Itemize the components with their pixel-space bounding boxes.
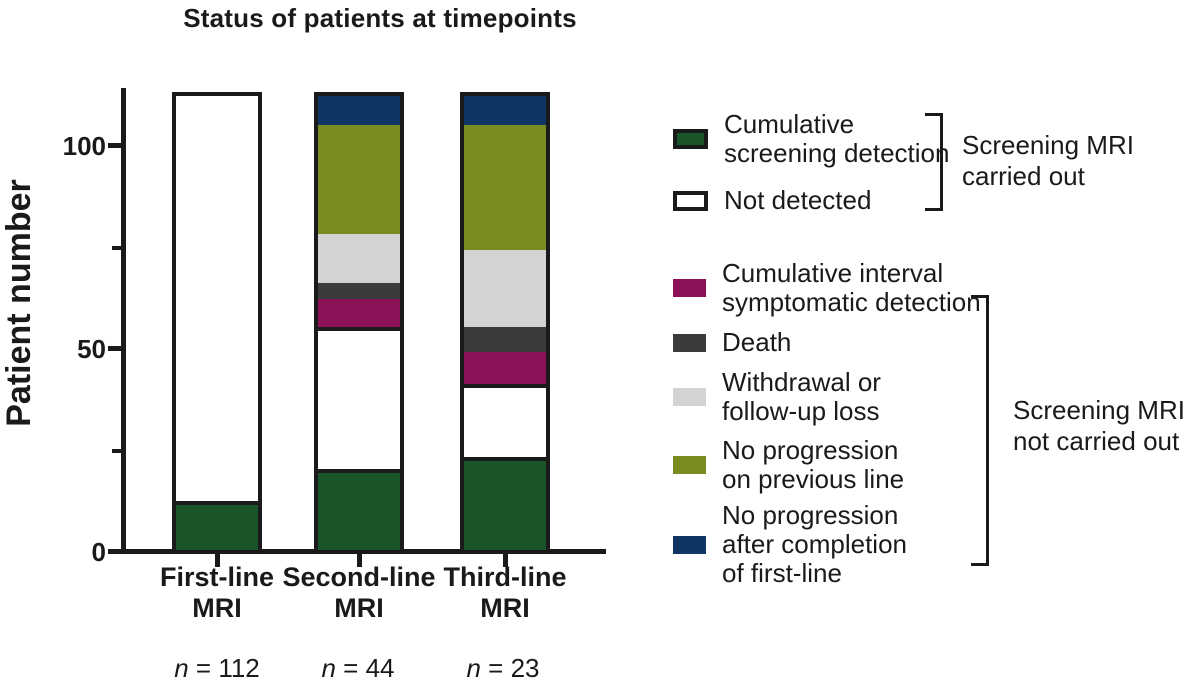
bracket-carried-out — [925, 113, 943, 211]
legend-item-no-progression-previous-line: No progression on previous line — [673, 436, 904, 494]
n-symbol: n — [466, 653, 481, 683]
y-tick-label-100: 100 — [62, 131, 106, 161]
legend-label: Withdrawal or follow-up loss — [722, 367, 881, 426]
y-tick-50 — [108, 346, 121, 351]
legend-label: No progression after completion of first… — [722, 500, 907, 588]
bar-segment — [464, 351, 546, 384]
x-tick-second — [357, 554, 362, 567]
y-minor-tick-25 — [112, 449, 121, 453]
bar-segment — [176, 96, 258, 506]
bar-segment — [318, 298, 400, 328]
bracket-label-carried-out: Screening MRI carried out — [962, 130, 1134, 191]
bar-segment — [176, 505, 258, 550]
x-tick-first — [215, 554, 220, 567]
n-label-third-line: n = 23 — [428, 653, 578, 684]
legend-label: Death — [722, 327, 792, 357]
bar-segment — [318, 124, 400, 235]
legend-label: No progression on previous line — [722, 435, 905, 494]
bar-segment — [318, 327, 400, 474]
bracket-not-carried-out — [971, 295, 989, 566]
bar-segment — [318, 473, 400, 550]
magenta-swatch — [673, 279, 706, 297]
y-axis-line — [121, 88, 126, 554]
stacked-bar-third-line — [460, 92, 550, 554]
n-value: = 112 — [188, 653, 260, 683]
stacked-bar-second-line — [314, 92, 404, 554]
legend-label: Cumulative screening detection — [724, 109, 950, 168]
x-label-first-line: First-line MRI — [159, 562, 274, 623]
dark-gray-swatch — [673, 333, 706, 352]
legend-item-not-detected: Not detected — [673, 186, 871, 215]
bracket-label-not-carried-out: Screening MRI not carried out — [1013, 395, 1185, 456]
y-tick-label-50: 50 — [77, 334, 106, 364]
n-label-second-line: n = 44 — [283, 653, 433, 684]
white-swatch — [673, 190, 708, 211]
light-gray-swatch — [673, 388, 706, 406]
bar-segment — [318, 96, 400, 125]
legend-item-withdrawal: Withdrawal or follow-up loss — [673, 368, 881, 426]
legend-label: Cumulative interval symptomatic detectio… — [722, 258, 981, 317]
x-label-third-line: Third-line MRI — [443, 562, 567, 623]
navy-swatch — [673, 535, 706, 554]
chart-title: Status of patients at timepoints — [183, 3, 577, 33]
legend-item-death: Death — [673, 328, 791, 357]
legend-item-no-progression-first-line: No progression after completion of first… — [673, 501, 907, 588]
y-minor-tick-75 — [112, 246, 121, 250]
y-axis-label: Patient number — [0, 179, 38, 427]
y-tick-0 — [108, 549, 121, 554]
bar-segment — [464, 124, 546, 251]
bar-segment — [464, 460, 546, 550]
legend-label: Not detected — [724, 185, 872, 215]
bar-segment — [464, 96, 546, 125]
bar-segment — [318, 282, 400, 299]
legend-item-interval-symptomatic-detection: Cumulative interval symptomatic detectio… — [673, 259, 981, 317]
bar-segment — [318, 234, 400, 283]
olive-swatch — [673, 456, 706, 474]
n-value: = 23 — [480, 653, 540, 683]
stacked-bar-first-line — [172, 92, 262, 554]
n-value: = 44 — [335, 653, 395, 683]
x-tick-third — [503, 554, 508, 567]
x-label-second-line: Second-line MRI — [282, 562, 436, 623]
bar-segment — [464, 327, 546, 352]
legend-item-cumulative-screening-detection: Cumulative screening detection — [673, 110, 949, 168]
bar-segment — [464, 250, 546, 328]
n-label-first-line: n = 112 — [142, 653, 292, 684]
y-tick-100 — [108, 143, 121, 148]
n-symbol: n — [174, 653, 189, 683]
n-symbol: n — [321, 653, 336, 683]
bar-segment — [464, 383, 546, 461]
green-swatch — [673, 129, 708, 149]
y-tick-label-0: 0 — [91, 537, 106, 567]
